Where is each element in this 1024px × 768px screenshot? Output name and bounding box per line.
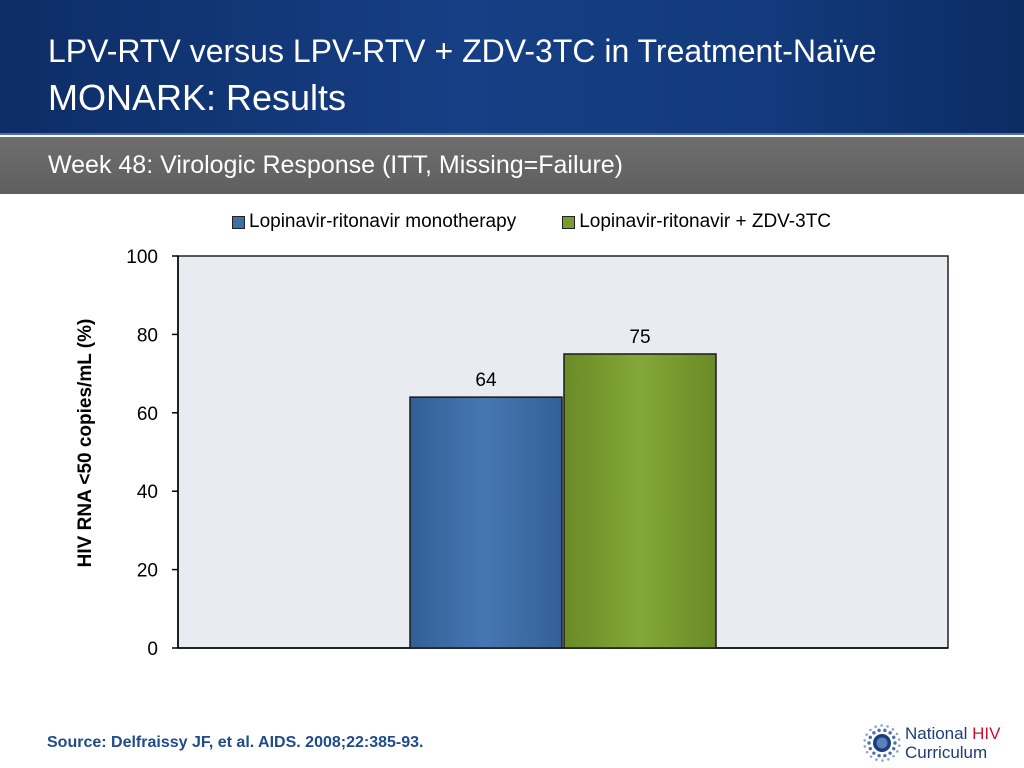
page-subtitle: Week 48: Virologic Response (ITT, Missin… [48, 151, 623, 179]
y-tick-label: 100 [126, 247, 158, 268]
chart-legend: Lopinavir-ritonavir monotherapy Lopinavi… [232, 210, 831, 234]
y-tick-label: 0 [147, 639, 158, 660]
logo-word-national: National [905, 724, 968, 743]
legend-swatch-monotherapy [232, 215, 245, 229]
logo-text: National HIV Curriculum [905, 724, 1000, 762]
plot-area [177, 255, 949, 649]
legend-swatch-combination [562, 215, 576, 229]
legend-label-combination: Lopinavir-ritonavir + ZDV-3TC [579, 211, 832, 232]
starburst-logo-icon [863, 724, 901, 762]
source-citation: Source: Delfraissy JF, et al. AIDS. 2008… [47, 734, 424, 751]
y-tick-label: 20 [137, 561, 158, 582]
y-tick-label: 60 [137, 404, 158, 425]
logo-word-hiv: HIV [972, 724, 1001, 743]
page-title-line2: MONARK: Results [48, 77, 347, 118]
bar-value-label-1: 75 [629, 327, 650, 348]
legend-item-combination: Lopinavir-ritonavir + ZDV-3TC [562, 211, 831, 233]
bar-value-label-0: 64 [475, 370, 497, 391]
subtitle-bar [0, 137, 1024, 194]
legend-item-monotherapy: Lopinavir-ritonavir monotherapy [232, 211, 516, 233]
national-hiv-curriculum-logo: National HIV Curriculum [862, 722, 1018, 764]
header-banner [0, 0, 1024, 135]
bar-series-0 [409, 396, 563, 649]
page-title-line1: LPV-RTV versus LPV-RTV + ZDV-3TC in Trea… [48, 33, 877, 69]
bar-series-1 [563, 353, 717, 649]
y-tick-label: 40 [137, 482, 158, 503]
legend-label-monotherapy: Lopinavir-ritonavir monotherapy [249, 211, 517, 232]
y-tick-label: 80 [137, 325, 158, 346]
logo-word-curriculum: Curriculum [905, 743, 988, 762]
